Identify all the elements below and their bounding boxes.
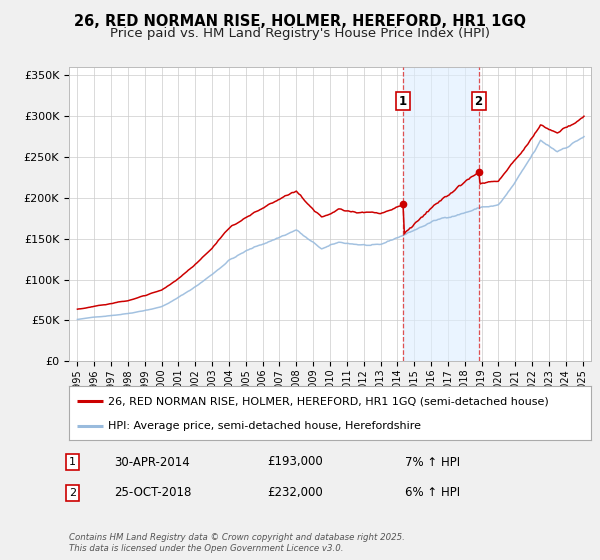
Text: 25-OCT-2018: 25-OCT-2018 xyxy=(114,486,191,500)
Text: 2: 2 xyxy=(475,95,483,108)
Text: 26, RED NORMAN RISE, HOLMER, HEREFORD, HR1 1GQ (semi-detached house): 26, RED NORMAN RISE, HOLMER, HEREFORD, H… xyxy=(108,396,549,407)
Text: £193,000: £193,000 xyxy=(267,455,323,469)
Bar xyxy=(403,67,479,361)
Text: HPI: Average price, semi-detached house, Herefordshire: HPI: Average price, semi-detached house,… xyxy=(108,421,421,431)
Text: 1: 1 xyxy=(399,95,407,108)
Text: 1: 1 xyxy=(69,457,76,467)
Text: 26, RED NORMAN RISE, HOLMER, HEREFORD, HR1 1GQ: 26, RED NORMAN RISE, HOLMER, HEREFORD, H… xyxy=(74,14,526,29)
Text: 2: 2 xyxy=(69,488,76,498)
Text: Contains HM Land Registry data © Crown copyright and database right 2025.
This d: Contains HM Land Registry data © Crown c… xyxy=(69,533,405,553)
Text: 7% ↑ HPI: 7% ↑ HPI xyxy=(405,455,460,469)
Text: 30-APR-2014: 30-APR-2014 xyxy=(114,455,190,469)
Text: 6% ↑ HPI: 6% ↑ HPI xyxy=(405,486,460,500)
Text: £232,000: £232,000 xyxy=(267,486,323,500)
Text: Price paid vs. HM Land Registry's House Price Index (HPI): Price paid vs. HM Land Registry's House … xyxy=(110,27,490,40)
